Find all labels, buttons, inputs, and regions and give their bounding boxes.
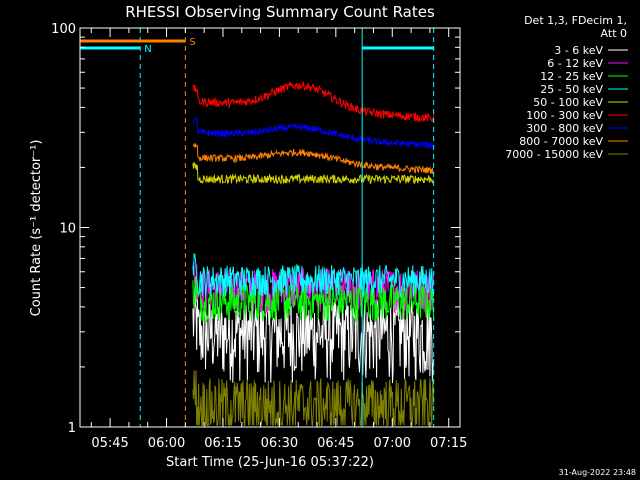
- legend-label-8: 800 - 7000 keV: [519, 135, 603, 148]
- x-tick-label-2: 06:00: [148, 436, 185, 451]
- x-axis-ticks: 05:45 06:00 06:15 06:30 06:45 07:00 07:15: [90, 28, 467, 451]
- legend-header-line-2: Att 0: [601, 27, 627, 40]
- legend-label-1: 3 - 6 keV: [554, 44, 603, 57]
- series-line-6: [192, 81, 435, 123]
- y-tick-label-1: 1: [68, 421, 76, 436]
- x-tick-label-6: 07:00: [374, 436, 411, 451]
- annotation-layer: NS: [80, 28, 435, 427]
- series-line-7: [192, 116, 435, 150]
- legend-label-2: 6 - 12 keV: [547, 57, 603, 70]
- x-axis-label: Start Time (25-Jun-16 05:37:22): [166, 455, 374, 470]
- status-label-N: N: [144, 44, 151, 55]
- x-tick-label-7: 07:15: [430, 436, 467, 451]
- x-tick-label-4: 06:30: [261, 436, 298, 451]
- y-tick-label-3: 100: [51, 22, 76, 37]
- legend-label-5: 50 - 100 keV: [533, 96, 603, 109]
- legend-label-6: 100 - 300 keV: [526, 109, 603, 122]
- y-axis-label: Count Rate (s⁻¹ detector⁻¹): [29, 140, 44, 317]
- chart-title: RHESSI Observing Summary Count Rates: [125, 3, 435, 21]
- legend-label-9: 7000 - 15000 keV: [505, 148, 603, 161]
- series-line-4: [192, 253, 435, 298]
- generation-timestamp: 31-Aug-2022 23:48: [559, 468, 636, 477]
- series-line-8: [192, 142, 434, 175]
- legend-header-line-1: Det 1,3, FDecim 1,: [524, 14, 627, 27]
- series-line-9: [192, 370, 435, 427]
- legend-label-4: 25 - 50 keV: [540, 83, 603, 96]
- x-tick-label-3: 06:15: [204, 436, 241, 451]
- legend-label-7: 300 - 800 keV: [526, 122, 603, 135]
- x-tick-label-1: 05:45: [91, 436, 128, 451]
- x-tick-label-5: 06:45: [317, 436, 354, 451]
- plot-frame: [79, 27, 461, 428]
- series-line-1: [192, 287, 435, 384]
- series-line-3: [192, 276, 435, 324]
- status-label-S: S: [189, 37, 195, 48]
- y-tick-label-2: 10: [59, 222, 76, 237]
- series-line-5: [192, 161, 435, 185]
- legend-label-3: 12 - 25 keV: [540, 70, 603, 83]
- y-axis-ticks: 1 10 100: [51, 22, 460, 436]
- data-layer: [192, 81, 435, 427]
